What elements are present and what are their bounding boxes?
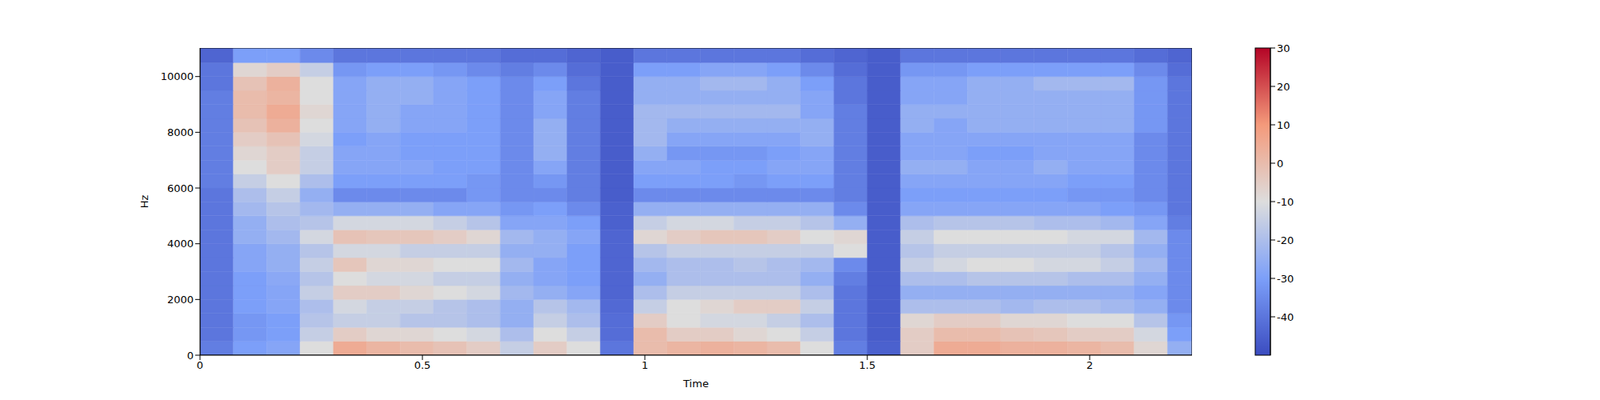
- svg-text:1: 1: [641, 359, 648, 372]
- svg-text:-20: -20: [1276, 234, 1294, 247]
- svg-text:0: 0: [187, 349, 194, 362]
- svg-text:2: 2: [1086, 359, 1093, 372]
- svg-text:6000: 6000: [167, 182, 194, 195]
- svg-text:Hz: Hz: [138, 195, 151, 209]
- svg-text:2000: 2000: [167, 293, 194, 306]
- svg-text:20: 20: [1276, 80, 1291, 93]
- svg-text:Time: Time: [682, 377, 709, 390]
- svg-text:4000: 4000: [167, 237, 194, 250]
- svg-text:-40: -40: [1276, 311, 1294, 324]
- svg-text:10: 10: [1276, 119, 1291, 132]
- svg-text:30: 30: [1276, 42, 1291, 55]
- svg-text:1.5: 1.5: [859, 359, 876, 372]
- svg-text:8000: 8000: [167, 126, 194, 139]
- svg-text:0: 0: [1276, 157, 1284, 170]
- svg-text:10000: 10000: [160, 70, 194, 83]
- svg-text:-30: -30: [1276, 272, 1294, 285]
- svg-text:0: 0: [196, 359, 204, 372]
- svg-text:-10: -10: [1276, 196, 1294, 208]
- svg-text:0.5: 0.5: [414, 359, 432, 372]
